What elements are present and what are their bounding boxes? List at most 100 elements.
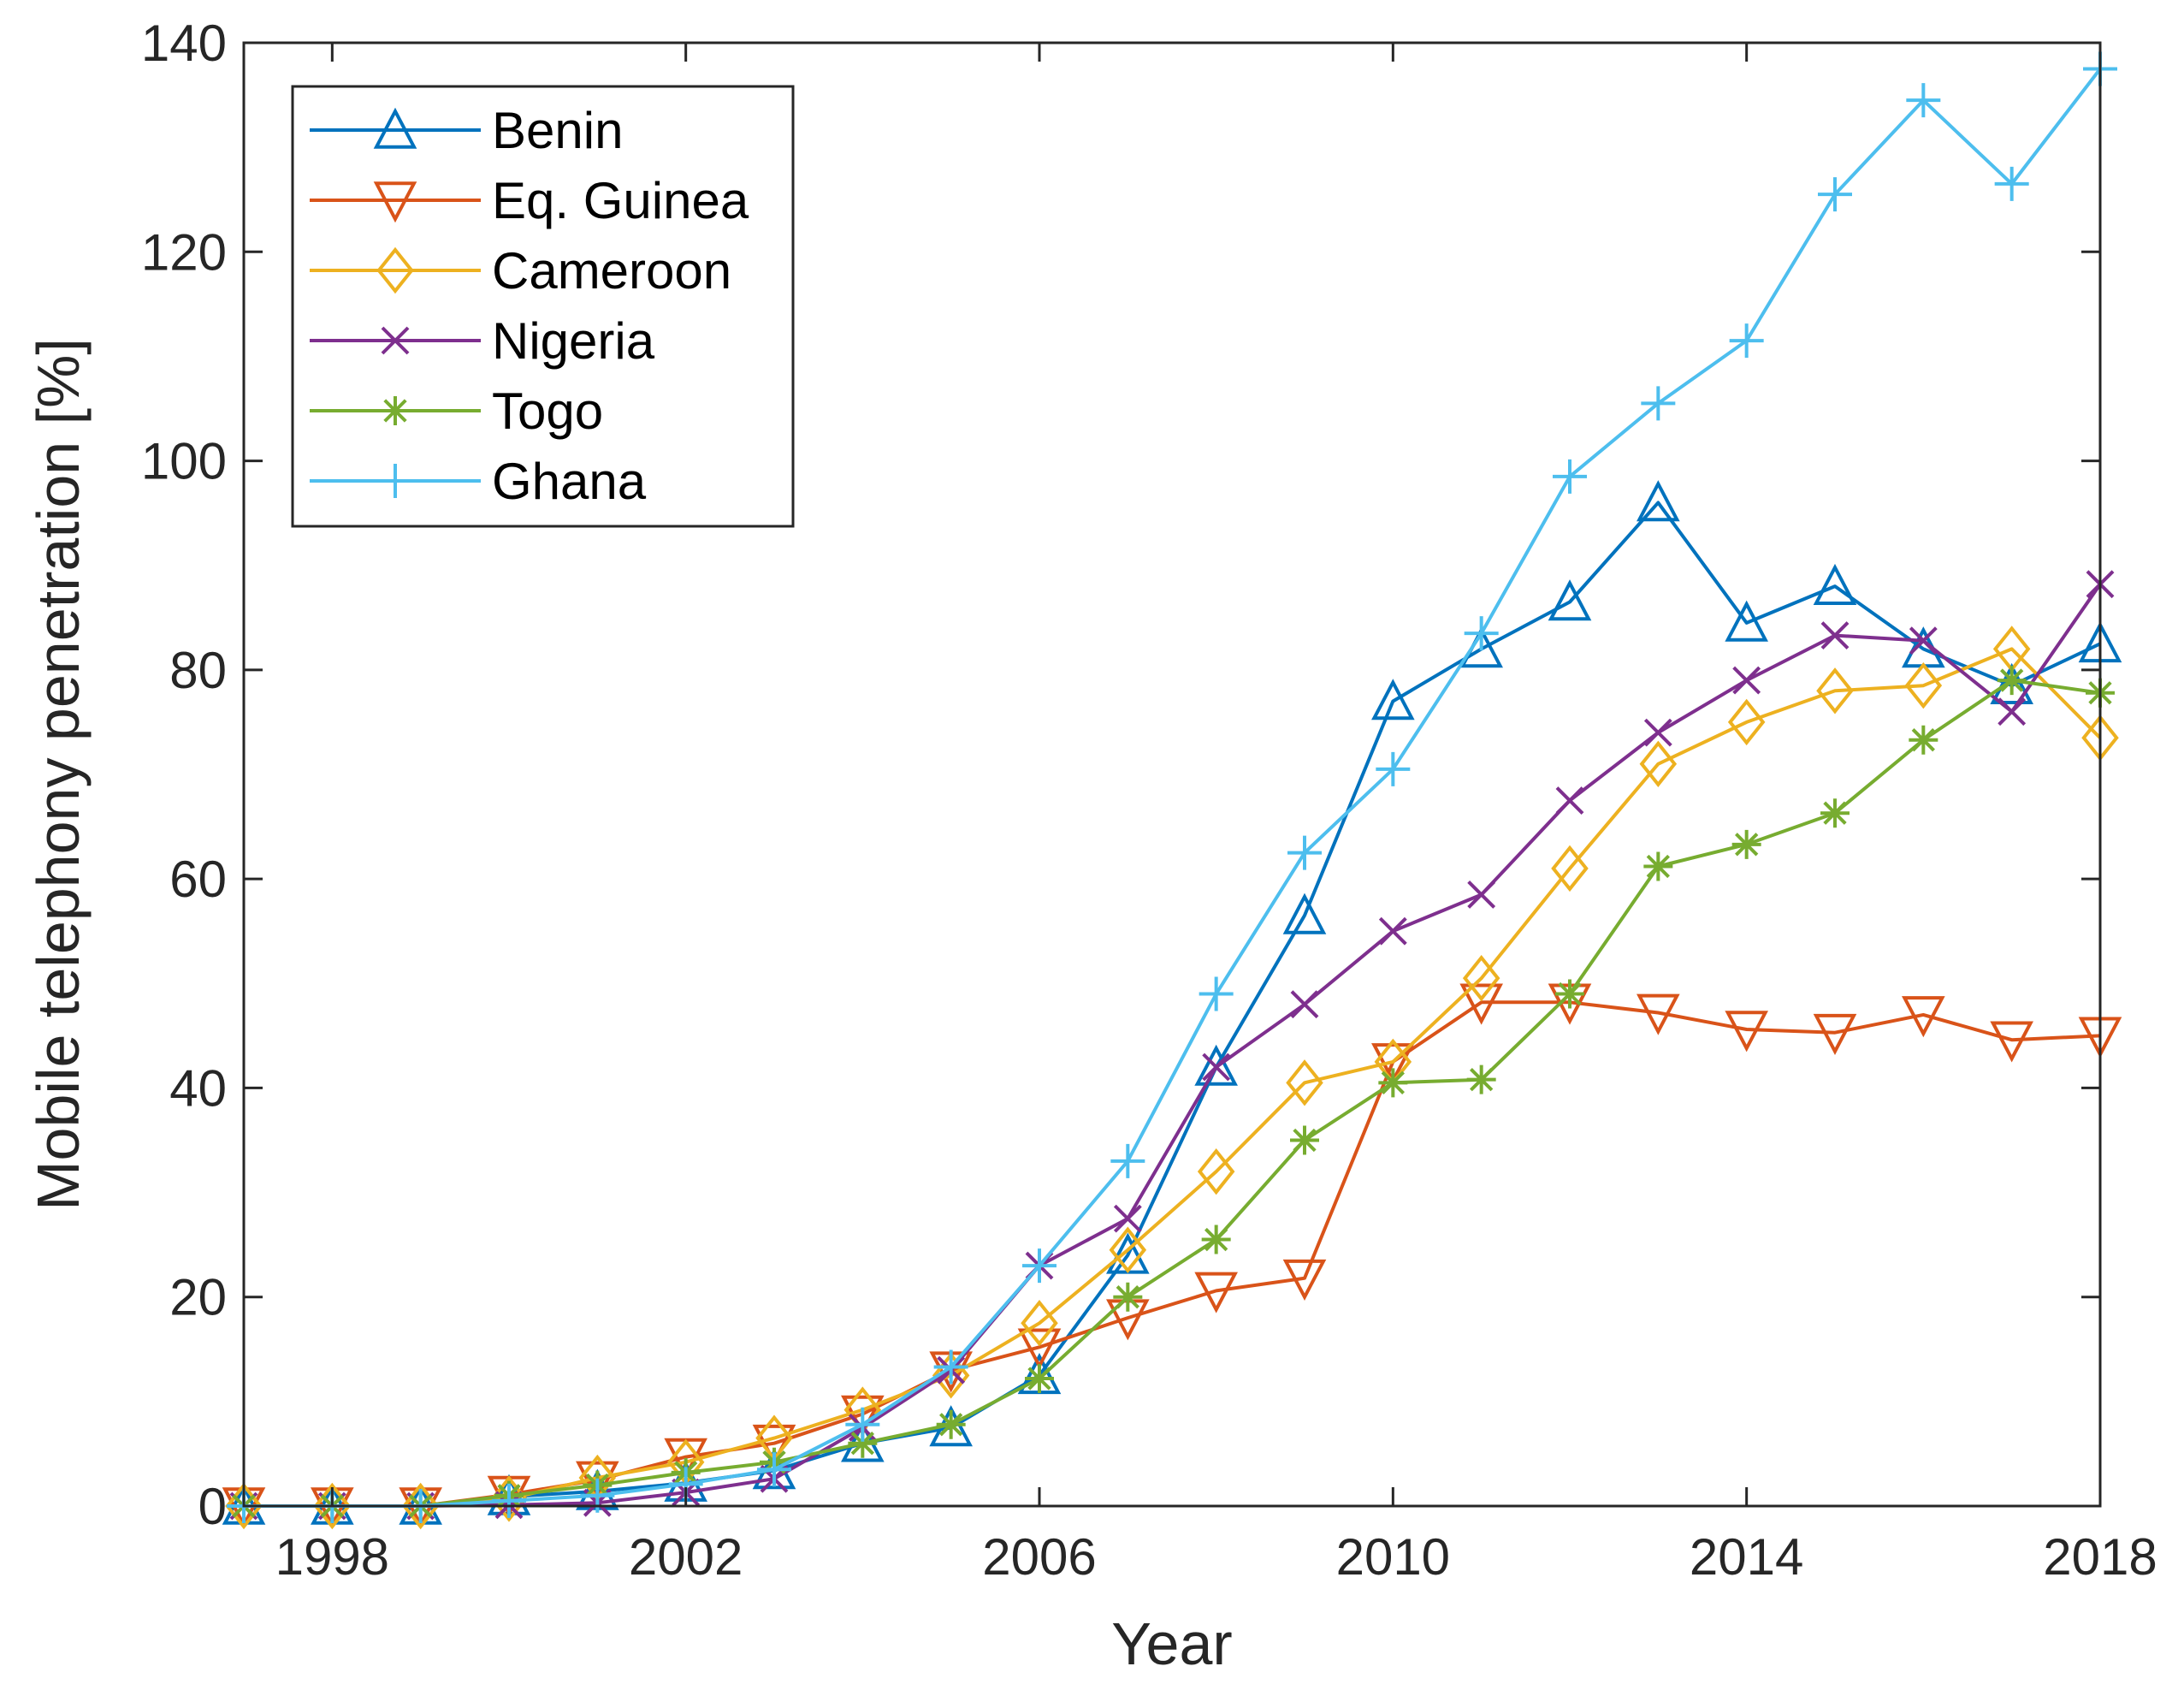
data-point-togo (936, 1409, 966, 1439)
data-point-togo (1201, 1225, 1231, 1254)
series-line-cameroon (244, 647, 2102, 1508)
data-point-eq-guinea (1725, 1011, 1768, 1053)
legend-marker (378, 464, 412, 498)
data-point-cameroon (1109, 1226, 1147, 1273)
data-point-togo (1290, 1125, 1319, 1155)
data-point-togo (1025, 1363, 1054, 1393)
data-point-togo (1731, 829, 1761, 859)
legend: Benin Eq. Guinea Cameroon Nigeria Togo Ghana (291, 85, 795, 528)
axis-layer: 1998 2002 2006 2010 2014 2018 0 20 40 60 80 100 120 1… (141, 15, 2157, 1586)
data-point-togo (1378, 1068, 1408, 1098)
data-point-cameroon (1639, 740, 1678, 787)
data-point-nigeria (1555, 786, 1584, 815)
legend-marker (381, 326, 410, 355)
legend-entry-ghana: Ghana (310, 453, 647, 510)
data-point-ghana (1818, 177, 1852, 212)
data-point-cameroon (313, 1482, 352, 1530)
data-point-eq-guinea (1990, 1021, 2033, 1063)
x-axis-label: Year (1111, 1610, 1232, 1677)
data-point-ghana (1641, 386, 1676, 421)
series-cameroon (225, 626, 2119, 1530)
data-point-ghana (1994, 166, 2029, 201)
data-point-cameroon (1727, 698, 1766, 746)
data-point-togo (1820, 798, 1850, 828)
y-tick-label: 60 (169, 851, 227, 908)
x-tick-label: 2014 (1690, 1528, 1803, 1586)
data-point-cameroon (1816, 667, 1854, 715)
data-point-benin (1990, 662, 2033, 704)
data-point-cameroon (1551, 845, 1589, 892)
legend-entry-togo: Togo (310, 382, 603, 440)
data-point-benin (1813, 563, 1857, 605)
series-line-togo (244, 679, 2101, 1508)
data-point-benin (1194, 1044, 1238, 1086)
data-point-eq-guinea (1282, 1259, 1327, 1302)
y-tick-label: 140 (141, 15, 227, 72)
data-point-nigeria (1909, 626, 1938, 655)
y-tick-label: 100 (141, 433, 227, 490)
legend-marker (381, 396, 410, 425)
data-point-eq-guinea (1017, 1328, 1062, 1370)
legend-label: Benin (492, 102, 623, 159)
y-tick-label: 40 (169, 1059, 227, 1117)
legend-label: Nigeria (492, 312, 655, 370)
data-point-benin (1725, 600, 1768, 642)
legend-marker (376, 246, 414, 294)
legend-entry-benin: Benin (310, 102, 623, 159)
legend-entry-nigeria: Nigeria (310, 312, 655, 370)
data-point-nigeria (1378, 916, 1407, 946)
data-point-ghana (492, 1483, 526, 1518)
series-layer (222, 51, 2122, 1530)
data-point-nigeria (1202, 1053, 1231, 1082)
legend-label: Togo (492, 382, 603, 440)
data-point-nigeria (1998, 697, 2027, 726)
data-point-ghana (1553, 459, 1587, 494)
legend-entry-eq-guinea: Eq. Guinea (310, 172, 749, 229)
y-tick-label: 20 (169, 1269, 227, 1326)
data-point-nigeria (1643, 718, 1672, 747)
x-tick-label: 1998 (275, 1528, 389, 1586)
series-line-benin (244, 501, 2101, 1508)
x-tick-label: 2010 (1336, 1528, 1450, 1586)
data-point-cameroon (401, 1482, 440, 1530)
legend-box (291, 85, 795, 528)
data-point-togo (1466, 1064, 1496, 1094)
data-point-togo (1555, 979, 1584, 1009)
data-point-nigeria (1732, 666, 1761, 695)
data-point-togo (1113, 1282, 1143, 1312)
legend-label: Ghana (492, 453, 647, 510)
plot-frame (242, 41, 2102, 1508)
data-point-eq-guinea (1902, 996, 1945, 1038)
legend-label: Eq. Guinea (492, 172, 749, 229)
legend-marker (373, 107, 417, 149)
data-point-cameroon (1197, 1147, 1235, 1195)
data-point-nigeria (1820, 621, 1850, 649)
legend-label: Cameroon (492, 242, 731, 299)
data-point-ghana (1022, 1248, 1056, 1284)
data-point-cameroon (1021, 1300, 1058, 1347)
data-point-cameroon (225, 1482, 263, 1530)
legend-marker (373, 181, 417, 223)
series-ghana (227, 51, 2117, 1523)
data-point-ghana (1906, 83, 1941, 118)
data-point-eq-guinea (841, 1395, 885, 1437)
data-point-togo (1643, 851, 1673, 881)
series-line-nigeria (244, 583, 2102, 1508)
data-point-cameroon (1286, 1059, 1323, 1106)
data-point-nigeria (1467, 881, 1496, 909)
y-axis-label: Mobile telephony penetration [%] (25, 338, 92, 1211)
y-tick-label: 120 (141, 223, 227, 281)
x-tick-label: 2006 (982, 1528, 1096, 1586)
data-point-ghana (933, 1349, 968, 1385)
data-point-ghana (1287, 835, 1322, 870)
data-point-togo (1909, 725, 1938, 755)
data-point-benin (1282, 892, 1327, 934)
data-point-ghana (1376, 751, 1411, 786)
data-point-ghana (845, 1407, 880, 1442)
data-point-eq-guinea (1459, 983, 1503, 1025)
y-tick-label: 0 (198, 1478, 227, 1535)
x-tick-label: 2002 (629, 1528, 743, 1586)
data-point-cameroon (1462, 954, 1500, 1002)
data-point-nigeria (1113, 1204, 1142, 1233)
